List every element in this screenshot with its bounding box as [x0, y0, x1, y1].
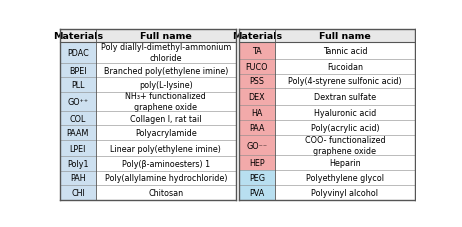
Bar [96, 171, 236, 185]
Text: GO⁺⁺: GO⁺⁺ [67, 98, 88, 106]
Bar [275, 185, 415, 200]
Bar [239, 74, 275, 89]
Bar [275, 155, 415, 170]
Text: PEG: PEG [249, 173, 265, 182]
Text: PAA: PAA [249, 123, 265, 133]
Bar [239, 43, 275, 59]
Bar [96, 157, 236, 171]
Text: Fucoidan: Fucoidan [327, 62, 363, 71]
Text: Dextran sulfate: Dextran sulfate [314, 93, 376, 102]
Text: Materials: Materials [53, 32, 103, 41]
Bar [275, 136, 415, 155]
Text: Branched poly(ethylene imine): Branched poly(ethylene imine) [103, 66, 228, 75]
Bar [239, 185, 275, 200]
Text: Collagen I, rat tail: Collagen I, rat tail [130, 114, 201, 123]
Text: HEP: HEP [249, 158, 265, 167]
Bar [275, 59, 415, 74]
Bar [239, 155, 275, 170]
Bar [239, 30, 415, 200]
Bar [239, 136, 275, 155]
Bar [60, 126, 96, 140]
Bar [239, 89, 275, 106]
Text: LPEI: LPEI [70, 144, 86, 153]
Bar [96, 64, 236, 78]
Text: COO- functionalized
graphene oxide: COO- functionalized graphene oxide [304, 135, 385, 155]
Bar [275, 121, 415, 136]
Bar [60, 171, 96, 185]
Text: Chitosan: Chitosan [148, 188, 183, 197]
Bar [239, 121, 275, 136]
Bar [60, 92, 96, 111]
Text: HA: HA [251, 109, 262, 118]
Bar [96, 78, 236, 92]
Text: Poly(acrylic acid): Poly(acrylic acid) [310, 123, 379, 133]
Text: Hyaluronic acid: Hyaluronic acid [314, 109, 376, 118]
Bar [96, 92, 236, 111]
Text: FUCO: FUCO [246, 62, 268, 71]
Text: NH₃+ functionalized
graphene oxide: NH₃+ functionalized graphene oxide [126, 92, 206, 112]
Bar [60, 43, 96, 64]
Bar [275, 170, 415, 185]
Bar [96, 126, 236, 140]
Text: Polyacrylamide: Polyacrylamide [135, 129, 197, 138]
Bar [275, 89, 415, 106]
Text: poly(L-lysine): poly(L-lysine) [139, 81, 193, 90]
Bar [239, 106, 275, 121]
Bar [239, 59, 275, 74]
Text: Materials: Materials [232, 32, 282, 41]
Bar [60, 30, 236, 200]
Bar [239, 30, 415, 43]
Bar [96, 111, 236, 126]
Bar [96, 185, 236, 200]
Text: Polyethylene glycol: Polyethylene glycol [306, 173, 384, 182]
Text: Linear poly(ethylene imine): Linear poly(ethylene imine) [110, 144, 221, 153]
Text: PVA: PVA [249, 188, 265, 197]
Text: DEX: DEX [249, 93, 265, 102]
Bar [275, 74, 415, 89]
Text: Poly1: Poly1 [67, 159, 89, 168]
Text: Poly diallyl-dimethyl-ammonium
chloride: Poly diallyl-dimethyl-ammonium chloride [101, 43, 231, 63]
Text: PAAM: PAAM [67, 129, 89, 138]
Bar [96, 140, 236, 157]
Text: TA: TA [252, 47, 262, 55]
Text: BPEI: BPEI [69, 66, 87, 75]
Text: GO⁻⁻: GO⁻⁻ [246, 141, 267, 150]
Bar [60, 78, 96, 92]
Text: PDAC: PDAC [67, 49, 89, 58]
Bar [60, 111, 96, 126]
Text: Poly(4-styrene sulfonic acid): Poly(4-styrene sulfonic acid) [288, 77, 401, 86]
Bar [60, 140, 96, 157]
Text: COL: COL [70, 114, 86, 123]
Text: CHI: CHI [71, 188, 85, 197]
Bar [60, 64, 96, 78]
Text: PAH: PAH [70, 174, 86, 183]
Text: Heparin: Heparin [329, 158, 361, 167]
Bar [60, 157, 96, 171]
Bar [275, 106, 415, 121]
Text: PLL: PLL [71, 81, 85, 90]
Text: Polyvinyl alcohol: Polyvinyl alcohol [311, 188, 378, 197]
Bar [275, 43, 415, 59]
Bar [60, 185, 96, 200]
Bar [239, 170, 275, 185]
Text: Poly(β-aminoesters) 1: Poly(β-aminoesters) 1 [122, 159, 210, 168]
Bar [60, 30, 236, 43]
Text: Full name: Full name [140, 32, 192, 41]
Text: Poly(allylamine hydrochloride): Poly(allylamine hydrochloride) [104, 174, 227, 183]
Text: Tannic acid: Tannic acid [322, 47, 367, 55]
Bar [96, 43, 236, 64]
Text: PSS: PSS [249, 77, 264, 86]
Text: Full name: Full name [319, 32, 371, 41]
